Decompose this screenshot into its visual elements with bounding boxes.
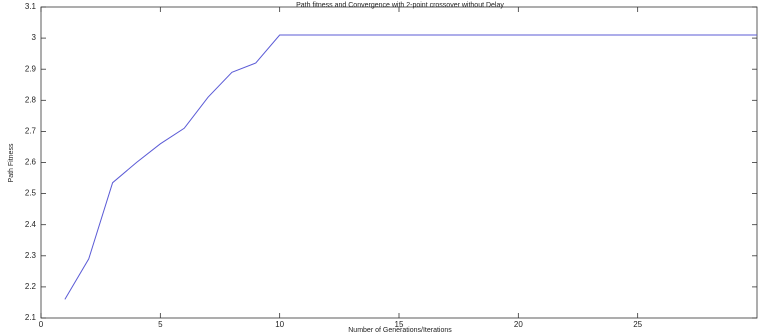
x-tick-label: 0 (39, 320, 44, 329)
x-tick-label: 5 (158, 320, 163, 329)
chart-title: Path fitness and Convergence with 2-poin… (296, 2, 504, 9)
x-axis-label: Number of Generations/Iterations (348, 327, 452, 334)
y-tick-label: 3 (32, 33, 37, 42)
y-tick-label: 2.4 (25, 220, 37, 229)
y-axis-label: Path Fitness (8, 143, 15, 182)
line-series (64, 34, 757, 300)
y-tick-label: 2.5 (25, 189, 37, 198)
x-tick-label: 25 (633, 320, 642, 329)
y-tick-label: 2.8 (25, 95, 37, 104)
x-tick-label: 15 (395, 320, 404, 329)
y-tick-label: 3.1 (25, 2, 37, 11)
y-tick-label: 2.6 (25, 158, 37, 167)
y-tick-label: 2.9 (25, 64, 37, 73)
y-tick-label: 2.3 (25, 251, 37, 260)
y-tick-label: 2.7 (25, 127, 37, 136)
x-tick-label: 10 (275, 320, 284, 329)
y-tick-label: 2.2 (25, 282, 37, 291)
y-tick-label: 2.1 (25, 313, 37, 322)
x-tick-label: 20 (514, 320, 523, 329)
plot-area (40, 6, 758, 319)
